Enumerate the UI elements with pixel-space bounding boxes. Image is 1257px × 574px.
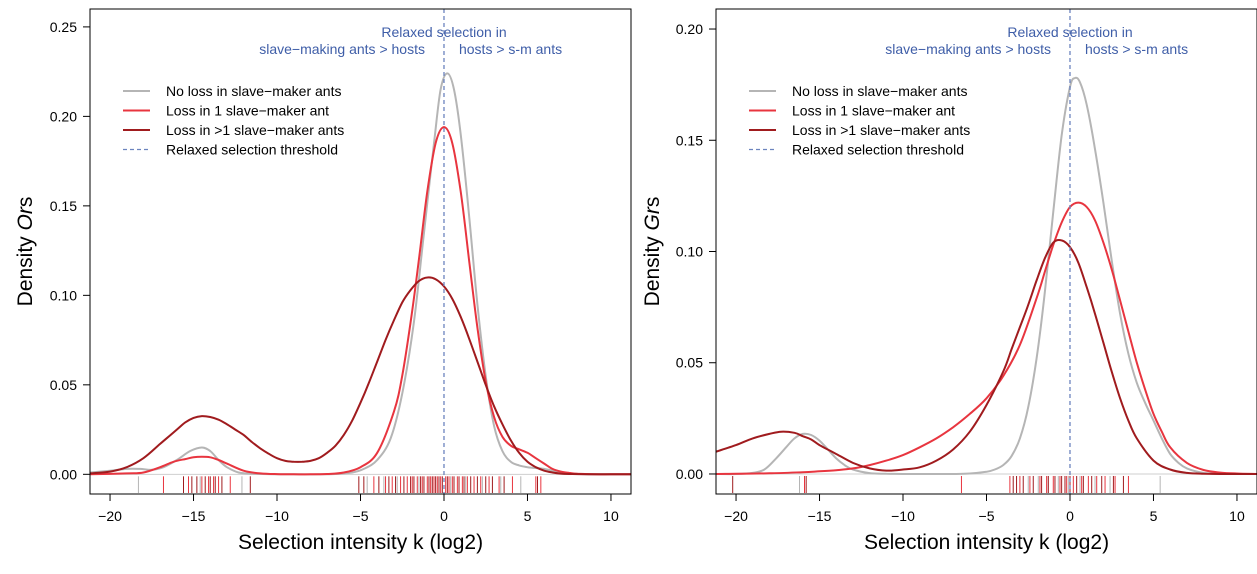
x-tick-label: 5: [1150, 508, 1158, 524]
legend-label: Relaxed selection threshold: [166, 142, 338, 158]
x-tick-label: −15: [808, 508, 832, 524]
y-axis-label: Density Grs: [641, 197, 664, 307]
y-axis-label: Density Ors: [14, 197, 37, 307]
legend-label: No loss in slave−maker ants: [166, 83, 341, 99]
y-axis-label-suffix: s: [14, 197, 37, 208]
x-axis-label: Selection intensity k (log2): [238, 531, 483, 554]
series-line-2: [90, 276, 631, 476]
x-tick-label: −10: [891, 508, 915, 524]
x-tick-label: −20: [98, 508, 122, 524]
y-tick-label: 0.25: [50, 19, 77, 35]
x-tick-label: −10: [265, 508, 289, 524]
series-line-0: [90, 72, 631, 476]
series-line-2: [716, 238, 1257, 475]
annotation-title: Relaxed selection in: [381, 24, 506, 40]
panel-right-chart: −20 −15 −10 −5 0 5 10 0.00 0.05 0.10 0.15 0.20 Selec…: [641, 8, 1257, 554]
y-tick-label: 0.05: [676, 355, 703, 371]
legend-label: Relaxed selection threshold: [792, 142, 964, 158]
x-tick-label: 10: [603, 508, 619, 524]
annotation-left: slave−making ants > hosts: [885, 41, 1051, 57]
annotation-right: hosts > s-m ants: [1085, 41, 1188, 57]
series-line-0: [716, 76, 1257, 476]
x-tick-label: −20: [724, 508, 748, 524]
legend-label: Loss in >1 slave−maker ants: [166, 122, 344, 138]
x-axis-label: Selection intensity k (log2): [864, 531, 1109, 554]
x-tick-label: −15: [182, 508, 206, 524]
series-line-1: [90, 126, 631, 476]
y-tick-label: 0.15: [676, 132, 703, 148]
legend-label: No loss in slave−maker ants: [792, 83, 967, 99]
y-tick-label: 0.10: [50, 287, 77, 303]
y-tick-label: 0.00: [50, 466, 77, 482]
x-tick-label: 10: [1229, 508, 1245, 524]
x-tick-label: 0: [440, 508, 448, 524]
x-tick-label: −5: [353, 508, 369, 524]
y-tick-label: 0.20: [676, 21, 703, 37]
annotation-title: Relaxed selection in: [1007, 24, 1132, 40]
x-tick-label: 0: [1066, 508, 1074, 524]
legend-label: Loss in 1 slave−maker ant: [166, 103, 329, 119]
y-tick-label: 0.05: [50, 377, 77, 393]
legend-label: Loss in 1 slave−maker ant: [792, 103, 955, 119]
y-axis-label-prefix: Density: [14, 230, 37, 306]
annotation-left: slave−making ants > hosts: [259, 41, 425, 57]
y-tick-label: 0.00: [676, 466, 703, 482]
y-axis-label-italic: Or: [14, 206, 37, 230]
series-line-1: [716, 201, 1257, 475]
y-axis-label-prefix: Density: [641, 230, 664, 306]
y-tick-label: 0.20: [50, 108, 77, 124]
x-tick-label: −5: [979, 508, 995, 524]
annotation-right: hosts > s-m ants: [459, 41, 562, 57]
plot-frame: [89, 8, 632, 495]
legend-label: Loss in >1 slave−maker ants: [792, 122, 970, 138]
plot-frame: [715, 8, 1257, 495]
panel-left-chart: −20 −15 −10 −5 0 5 10 0.00 0.05 0.10 0.15 0.20 0.25 S…: [14, 8, 632, 554]
y-tick-label: 0.10: [676, 244, 703, 260]
y-tick-label: 0.15: [50, 198, 77, 214]
y-axis-label-suffix: s: [641, 197, 664, 208]
y-axis-label-italic: Gr: [641, 206, 664, 230]
x-tick-label: 5: [524, 508, 532, 524]
